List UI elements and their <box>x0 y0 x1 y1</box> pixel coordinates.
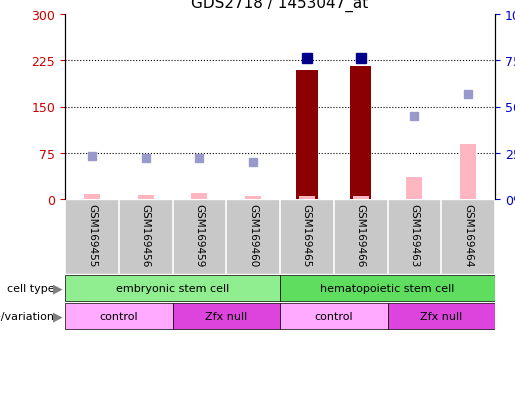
Text: control: control <box>99 311 138 321</box>
Text: GSM169459: GSM169459 <box>194 203 204 266</box>
Bar <box>350 67 371 199</box>
Text: GSM169456: GSM169456 <box>141 203 150 266</box>
Bar <box>460 144 476 199</box>
Text: GSM169464: GSM169464 <box>463 203 473 266</box>
Bar <box>245 197 261 199</box>
Bar <box>280 276 495 301</box>
Bar <box>84 195 100 199</box>
Text: genotype/variation: genotype/variation <box>0 311 55 321</box>
Text: GSM169460: GSM169460 <box>248 203 258 266</box>
Bar <box>299 197 315 199</box>
Text: ▶: ▶ <box>53 282 62 295</box>
Text: GSM169455: GSM169455 <box>87 203 97 266</box>
Text: GSM169463: GSM169463 <box>409 203 419 266</box>
Text: cell type: cell type <box>7 283 55 293</box>
Bar <box>353 197 369 199</box>
Bar <box>280 304 387 329</box>
Bar <box>296 70 318 199</box>
Text: GSM169466: GSM169466 <box>356 203 366 266</box>
Title: GDS2718 / 1453047_at: GDS2718 / 1453047_at <box>192 0 369 12</box>
Text: hematopoietic stem cell: hematopoietic stem cell <box>320 283 455 293</box>
Bar <box>173 304 280 329</box>
Bar <box>65 304 173 329</box>
Text: Zfx null: Zfx null <box>205 311 247 321</box>
Text: GSM169465: GSM169465 <box>302 203 312 266</box>
Bar <box>406 178 422 199</box>
Bar <box>387 304 495 329</box>
Bar <box>191 194 208 199</box>
Bar <box>138 195 153 199</box>
Text: Zfx null: Zfx null <box>420 311 462 321</box>
Text: ▶: ▶ <box>53 310 62 323</box>
Text: embryonic stem cell: embryonic stem cell <box>116 283 229 293</box>
Text: control: control <box>315 311 353 321</box>
Bar <box>65 276 280 301</box>
